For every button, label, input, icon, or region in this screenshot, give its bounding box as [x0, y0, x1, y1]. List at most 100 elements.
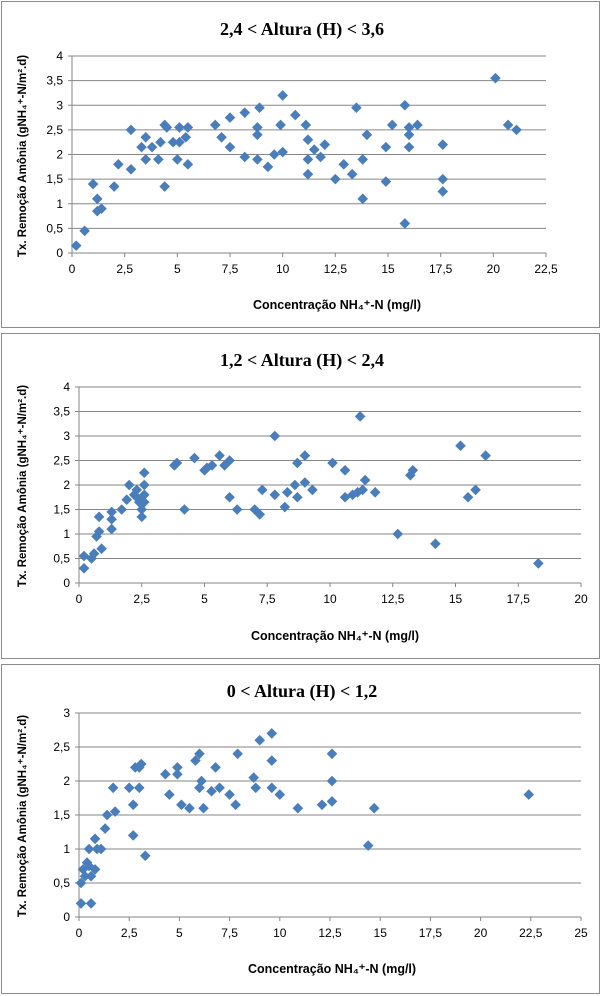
data-point: [146, 141, 158, 153]
data-point: [386, 119, 398, 131]
data-point: [266, 782, 278, 794]
data-point: [437, 173, 449, 185]
data-point: [252, 129, 263, 141]
chart-title: 0 < Altura (H) < 1,2: [227, 681, 378, 702]
data-point: [346, 168, 358, 180]
data-point: [116, 504, 127, 515]
data-point: [85, 898, 97, 909]
y-tick-label: 0,5: [53, 552, 70, 566]
y-tick-label: 0,5: [46, 221, 63, 235]
data-point: [127, 799, 139, 811]
x-tick-label: 17,5: [507, 592, 531, 606]
data-point: [302, 168, 314, 180]
y-tick-label: 2,5: [53, 454, 70, 468]
data-point: [209, 119, 221, 131]
data-point: [140, 131, 152, 143]
y-tick-label: 1: [56, 197, 63, 211]
data-point: [250, 782, 262, 794]
data-point: [292, 457, 303, 469]
axes: [75, 712, 582, 921]
x-tick-labels: 0 2,5 5 7,5 10 12,5 15 17,5 20 22,5 25: [76, 926, 588, 940]
data-point: [133, 782, 145, 794]
data-point: [176, 799, 187, 811]
x-tick-label: 17,5: [429, 262, 453, 276]
data-point: [502, 119, 514, 131]
x-tick-labels: 0 2,5 5 7,5 10 12,5 15 17,5 20 22,5: [69, 262, 558, 276]
data-point: [302, 154, 314, 165]
data-point: [224, 112, 236, 123]
data-point: [299, 477, 311, 488]
x-tick-label: 7,5: [221, 926, 238, 940]
data-point: [182, 122, 194, 133]
data-point: [189, 452, 200, 464]
y-axis-label: Tx. Remoção Amônia (gNH₄⁺-N/m².d): [17, 715, 29, 917]
data-point: [269, 489, 281, 501]
y-tick-label: 3,5: [53, 405, 70, 419]
data-points: [70, 72, 522, 251]
x-tick-label: 0: [69, 262, 76, 276]
data-point: [219, 460, 230, 471]
data-point: [179, 504, 190, 515]
data-point: [216, 131, 227, 143]
chart-title: 2,4 < Altura (H) < 3,6: [220, 19, 384, 40]
data-point: [357, 484, 368, 496]
data-points: [78, 411, 544, 574]
y-tick-label: 2,5: [46, 123, 63, 137]
data-point: [347, 489, 358, 501]
data-point: [277, 90, 288, 101]
data-point: [412, 119, 423, 131]
data-point: [79, 225, 90, 237]
data-point: [277, 146, 288, 158]
data-point: [89, 864, 101, 875]
y-tick-label: 3: [63, 706, 70, 720]
data-point: [254, 509, 266, 520]
data-point: [369, 487, 381, 498]
data-point: [214, 450, 225, 461]
axes: [75, 386, 582, 587]
data-point: [338, 159, 350, 170]
y-tick-label: 4: [56, 49, 63, 63]
data-point: [138, 489, 150, 501]
data-point: [138, 467, 150, 479]
data-point: [108, 181, 120, 192]
data-point: [139, 850, 151, 862]
data-point: [131, 484, 143, 496]
data-point: [96, 543, 107, 554]
data-point: [266, 728, 278, 739]
data-point: [357, 193, 369, 205]
data-point: [160, 768, 171, 780]
data-point: [252, 154, 263, 165]
data-point: [403, 141, 415, 153]
gridlines: [79, 712, 581, 884]
data-point: [87, 178, 99, 190]
data-point: [302, 134, 314, 146]
data-point: [326, 775, 338, 787]
data-point: [326, 796, 338, 807]
data-point: [279, 501, 291, 513]
chart-title: 1,2 < Altura (H) < 2,4: [220, 350, 384, 371]
data-point: [190, 755, 201, 766]
y-tick-label: 2: [63, 774, 70, 788]
data-point: [172, 154, 183, 165]
data-point: [282, 487, 293, 498]
data-point: [106, 506, 117, 518]
data-point: [184, 802, 195, 814]
data-point: [533, 558, 544, 569]
data-point: [138, 496, 150, 508]
data-point: [81, 857, 93, 868]
data-point: [256, 484, 268, 496]
x-tick-label: 25: [574, 926, 588, 940]
data-point: [339, 465, 351, 476]
data-point: [206, 460, 218, 471]
data-point: [164, 789, 175, 800]
data-point: [248, 772, 259, 783]
data-point: [136, 141, 147, 153]
x-tick-label: 22,5: [534, 262, 558, 276]
y-tick-label: 0: [63, 576, 70, 590]
data-point: [161, 122, 173, 133]
data-point: [123, 479, 135, 491]
data-point: [330, 173, 341, 185]
data-point: [79, 870, 91, 882]
data-point: [224, 141, 236, 153]
data-point: [106, 514, 117, 525]
